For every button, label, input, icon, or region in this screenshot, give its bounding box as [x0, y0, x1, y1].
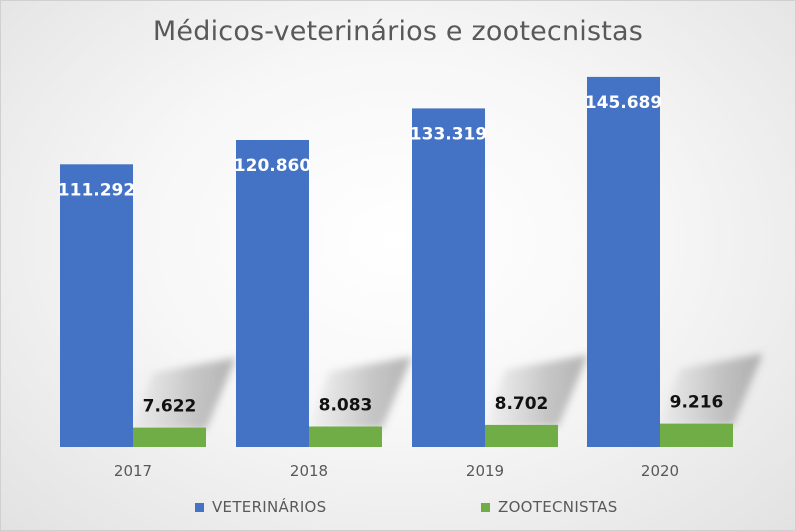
bar-shadow: [485, 354, 588, 427]
x-tick-label-2018: 2018: [290, 462, 328, 480]
data-label-zootecnistas-2018: 8.083: [319, 396, 373, 416]
legend-item-zootecnistas: ZOOTECNISTAS: [481, 498, 618, 516]
bar-veterinarios-2018: [236, 140, 309, 447]
bar-veterinarios-2017: [60, 164, 133, 448]
chart-legend: VETERINÁRIOS ZOOTECNISTAS: [0, 498, 796, 520]
bar-veterinarios-2020: [587, 76, 660, 448]
data-label-veterinarios-2020: 145.689: [585, 93, 662, 113]
data-label-veterinarios-2018: 120.860: [234, 156, 312, 176]
legend-swatch-veterinarios: [195, 502, 204, 512]
legend-label-veterinarios: VETERINÁRIOS: [212, 498, 327, 516]
legend-label-zootecnistas: ZOOTECNISTAS: [498, 498, 618, 516]
data-label-veterinarios-2017: 111.292: [58, 180, 135, 200]
x-tick-label-2017: 2017: [114, 462, 152, 480]
legend-swatch-zootecnistas: [481, 502, 490, 512]
chart-title: Médicos-veterinários e zootecnistas: [152, 16, 644, 47]
bar-zootecnistas-2020: [660, 423, 733, 447]
x-tick-label-2020: 2020: [641, 462, 679, 480]
bar-veterinarios-2019: [412, 108, 485, 448]
bar-shadow: [660, 353, 763, 426]
bar-shadow: [309, 356, 412, 429]
data-label-zootecnistas-2017: 7.622: [143, 397, 197, 417]
data-label-zootecnistas-2019: 8.702: [495, 394, 549, 414]
data-label-veterinarios-2019: 133.319: [410, 124, 487, 144]
bar-zootecnistas-2019: [485, 424, 558, 447]
bar-zootecnistas-2018: [309, 426, 382, 447]
legend-item-veterinarios: VETERINÁRIOS: [195, 498, 326, 516]
x-tick-label-2019: 2019: [466, 462, 504, 480]
bar-zootecnistas-2017: [133, 427, 206, 447]
data-label-zootecnistas-2020: 9.216: [670, 393, 724, 413]
bar-shadow: [133, 357, 236, 430]
